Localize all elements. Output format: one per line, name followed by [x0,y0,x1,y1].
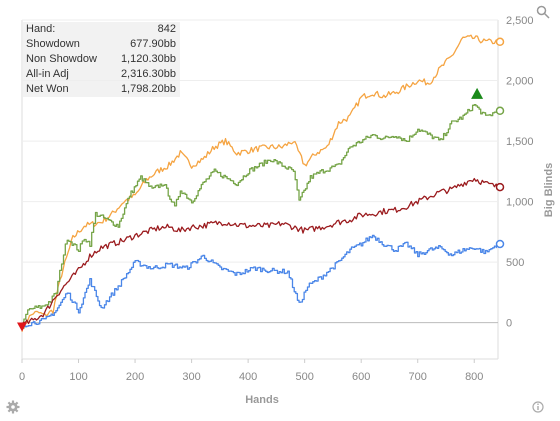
x-tick-label: 500 [295,371,313,383]
stat-value: 1,120.30bb [120,53,176,65]
x-tick-label: 300 [182,371,200,383]
x-tick-label: 100 [69,371,87,383]
stat-row-hand: Hand: 842 [22,22,180,37]
stat-label: All-in Adj [26,68,69,80]
x-tick-label: 700 [409,371,427,383]
series-end-marker-netwon [495,106,505,116]
x-tick-label: 800 [465,371,483,383]
stats-panel: Hand: 842 Showdown 677.90bb Non Showdow 1,1… [22,22,180,97]
x-tick-label: 200 [126,371,144,383]
series-end-marker-allin [495,37,505,47]
y-tick-label: 0 [506,318,512,330]
y-tick-label: 2,000 [506,76,534,88]
stat-value: 677.90bb [130,38,176,50]
stat-value: 2,316.30bb [120,68,176,80]
start-marker [17,322,27,332]
info-icon[interactable] [532,401,544,416]
stat-label: Showdown [26,38,80,50]
series-end-marker-nonshowdown [495,182,505,192]
series-end-marker-showdown [495,239,505,249]
y-tick-label: 2,500 [506,15,534,27]
stat-label: Net Won [26,83,69,95]
stat-value: 1,798.20bb [120,83,176,95]
series-line-allin [21,34,499,332]
y-tick-label: 500 [506,257,524,269]
y-tick-label: 1,000 [506,197,534,209]
peak-marker [471,87,484,99]
stat-row-non-showdown: Non Showdow 1,120.30bb [22,52,180,67]
x-tick-label: 400 [239,371,257,383]
zoom-icon[interactable] [536,5,550,22]
x-tick-label: 0 [19,371,25,383]
series-line-nonshowdown [21,177,499,329]
stat-value: 842 [157,23,176,35]
series-line-showdown [22,234,499,328]
x-axis-title: Hands [245,394,279,406]
stat-row-net-won: Net Won 1,798.20bb [22,82,180,97]
series-line-netwon [22,104,499,329]
stat-label: Non Showdow [26,53,97,65]
y-tick-label: 1,500 [506,136,534,148]
stat-label: Hand: [26,23,56,35]
stat-row-allin-adj: All-in Adj 2,316.30bb [22,67,180,82]
stat-row-showdown: Showdown 677.90bb [22,37,180,52]
gear-icon[interactable] [6,400,20,417]
y-axis-title: Big Blinds [543,163,555,217]
x-tick-label: 600 [352,371,370,383]
